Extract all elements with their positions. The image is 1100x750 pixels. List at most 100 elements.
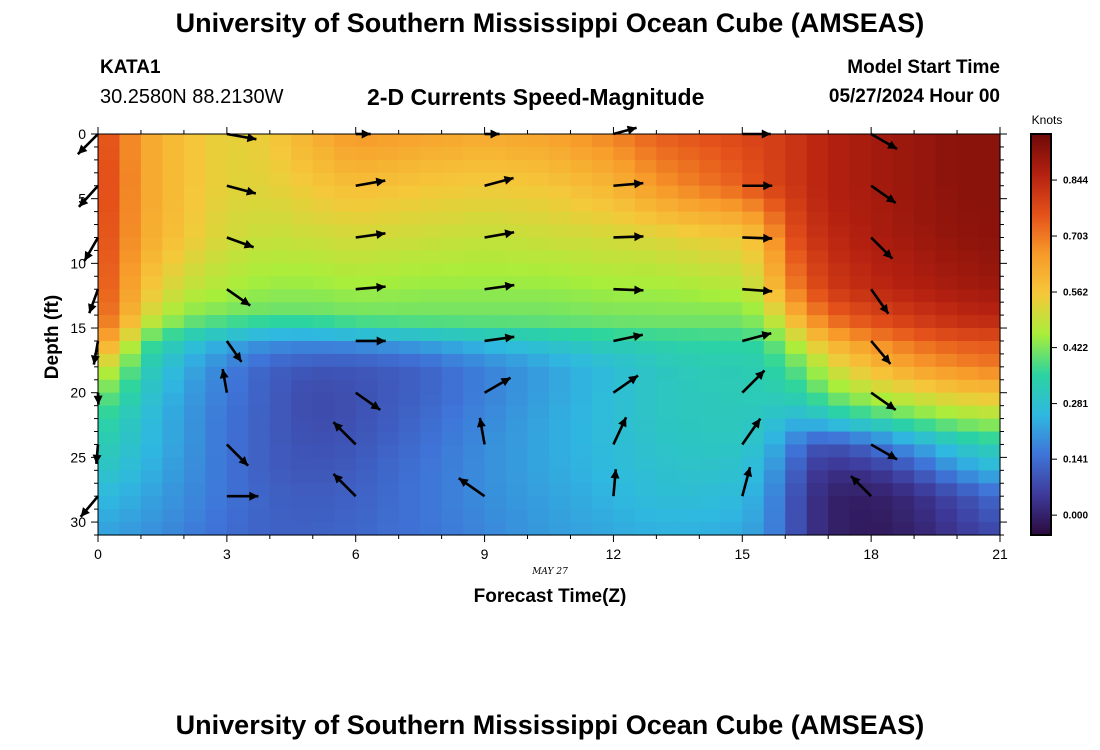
heatmap-cell — [634, 237, 657, 252]
heatmap-cell — [828, 431, 851, 446]
heatmap-cell — [591, 496, 615, 510]
heatmap-cell — [591, 366, 615, 381]
heatmap-cell — [248, 198, 271, 213]
heatmap-cell — [742, 172, 765, 187]
heatmap-cell — [377, 483, 400, 497]
heatmap-cell — [828, 328, 851, 342]
heatmap-cell — [312, 172, 335, 187]
heatmap-cell — [484, 302, 507, 316]
heatmap-cell — [140, 172, 164, 187]
heatmap-cell — [398, 302, 421, 316]
heatmap-cell — [892, 276, 915, 290]
heatmap-cell — [914, 353, 937, 368]
heatmap-cell — [183, 211, 206, 226]
heatmap-cell — [935, 496, 958, 510]
heatmap-cell — [98, 211, 121, 226]
heatmap-cell — [656, 431, 679, 446]
heatmap-cell — [634, 379, 657, 394]
heatmap-cell — [849, 198, 872, 213]
heatmap-cell — [527, 379, 550, 394]
heatmap-cell — [420, 315, 443, 329]
heatmap-cell — [570, 224, 593, 239]
heatmap-cell — [183, 496, 206, 510]
heatmap-cell — [312, 496, 335, 510]
heatmap-cell — [183, 250, 206, 264]
heatmap-cell — [806, 263, 829, 277]
heatmap-cell — [355, 134, 378, 148]
heatmap-cell — [957, 185, 980, 200]
heatmap-cell — [291, 392, 314, 407]
heatmap-cell — [463, 522, 486, 536]
heatmap-cell — [205, 470, 228, 484]
heatmap-cell — [806, 302, 829, 316]
heatmap-cell — [935, 444, 958, 458]
heatmap-cell — [377, 134, 400, 148]
heatmap-cell — [742, 237, 765, 252]
heatmap-cell — [420, 483, 443, 497]
heatmap-cell — [441, 263, 464, 277]
heatmap-cell — [119, 302, 142, 316]
heatmap-cell — [98, 224, 121, 239]
heatmap-cell — [98, 509, 121, 523]
heatmap-cell — [957, 276, 980, 290]
heatmap-cell — [677, 418, 700, 433]
heatmap-cell — [570, 185, 593, 200]
heatmap-cell — [656, 172, 679, 187]
heatmap-cell — [699, 509, 722, 523]
heatmap-cell — [355, 289, 378, 303]
heatmap-cell — [441, 418, 464, 433]
heatmap-cell — [613, 522, 636, 536]
heatmap-cell — [957, 263, 980, 277]
heatmap-cell — [162, 146, 185, 161]
heatmap-cell — [914, 483, 937, 497]
heatmap-cell — [978, 418, 1001, 433]
current-arrow — [870, 288, 890, 315]
heatmap-cell — [312, 302, 335, 316]
heatmap-cell — [892, 134, 915, 148]
heatmap-cell — [656, 159, 679, 174]
heatmap-cell — [892, 328, 915, 342]
heatmap-cell — [634, 353, 657, 368]
heatmap-cell — [484, 159, 507, 174]
heatmap-cell — [720, 185, 743, 200]
heatmap-cell — [162, 198, 185, 213]
heatmap-cell — [935, 392, 958, 407]
heatmap-cell — [463, 172, 486, 187]
heatmap-cell — [806, 522, 829, 536]
heatmap-cell — [871, 522, 894, 536]
heatmap-cell — [720, 431, 743, 446]
heatmap-cell — [398, 315, 421, 329]
heatmap-cell — [570, 211, 593, 226]
heatmap-cell — [914, 418, 937, 433]
heatmap-cell — [591, 250, 615, 264]
heatmap-cell — [398, 250, 421, 264]
heatmap-cell — [183, 289, 206, 303]
model-start-value: 05/27/2024 Hour 00 — [828, 86, 1000, 107]
heatmap-cell — [849, 366, 872, 381]
heatmap-cell — [957, 315, 980, 329]
heatmap-cell — [720, 328, 743, 342]
heatmap-cell — [183, 276, 206, 290]
heatmap-cell — [291, 340, 314, 355]
heatmap-cell — [355, 276, 378, 290]
heatmap-cell — [613, 159, 636, 174]
heatmap-cell — [892, 366, 915, 381]
heatmap-cell — [484, 496, 507, 510]
heatmap-cell — [699, 379, 722, 394]
heatmap-cell — [334, 315, 357, 329]
heatmap-cell — [699, 159, 722, 174]
heatmap-cell — [119, 134, 142, 148]
heatmap-cell — [463, 496, 486, 510]
heatmap-cell — [226, 444, 249, 458]
heatmap-cell — [763, 146, 786, 161]
heatmap-cell — [355, 340, 378, 355]
heatmap-cell — [613, 263, 636, 277]
heatmap-cell — [269, 276, 292, 290]
heatmap-cell — [699, 457, 722, 471]
heatmap-cell — [463, 405, 486, 420]
heatmap-cell — [656, 496, 679, 510]
heatmap-cell — [291, 172, 314, 187]
heatmap-cell — [570, 250, 593, 264]
heatmap-cell — [248, 315, 271, 329]
heatmap-cell — [742, 185, 765, 200]
